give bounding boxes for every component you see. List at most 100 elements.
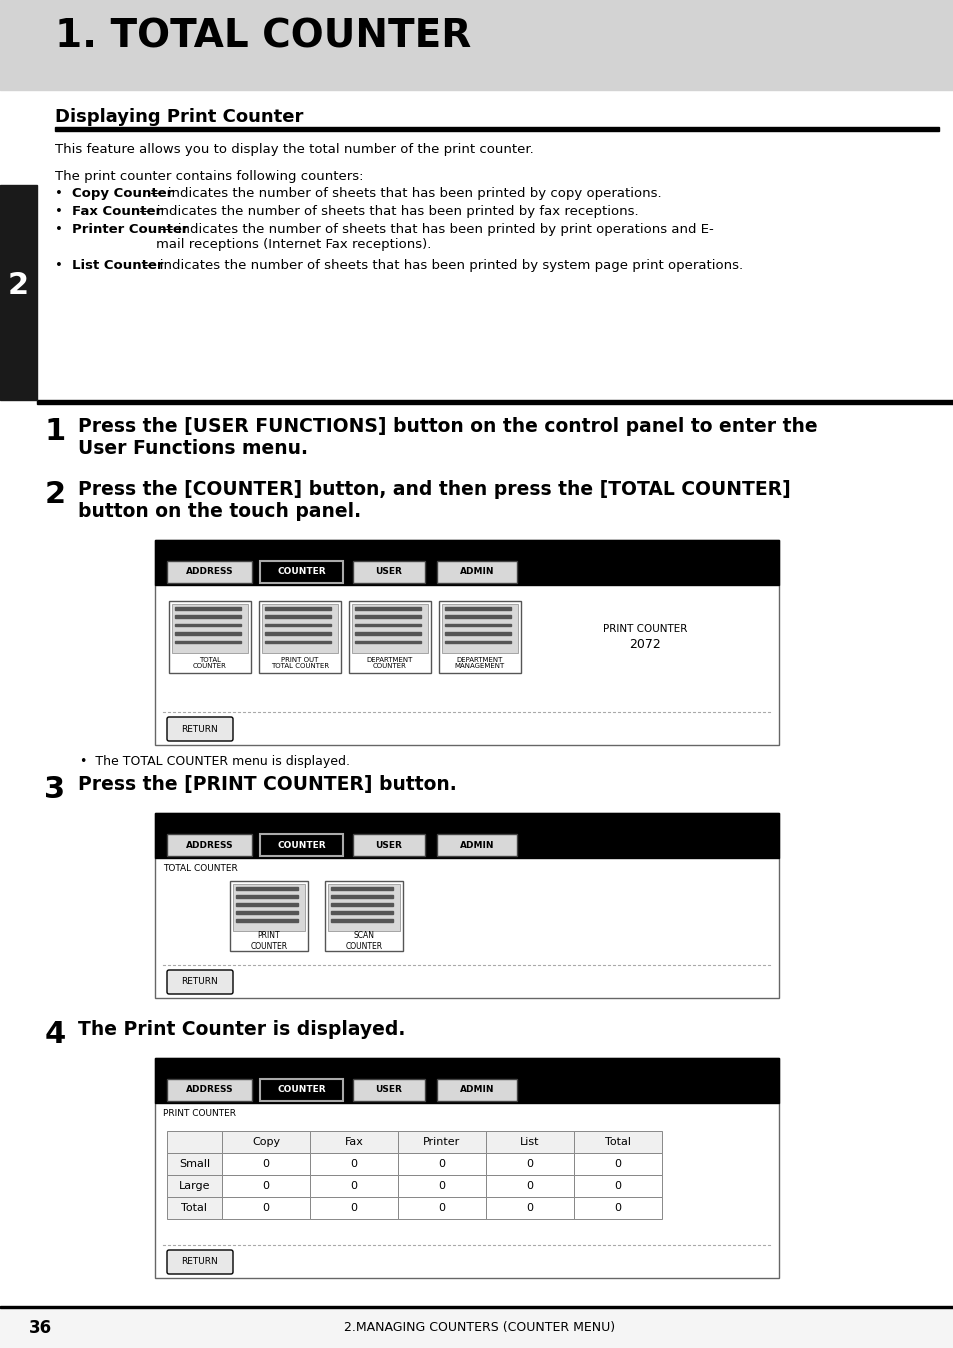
Bar: [169, 601, 251, 673]
FancyBboxPatch shape: [167, 1250, 233, 1274]
Bar: [485, 1131, 574, 1153]
Text: 0: 0: [262, 1159, 269, 1169]
Text: COUNTER: COUNTER: [277, 841, 326, 849]
Text: 0: 0: [438, 1181, 445, 1192]
Text: 0: 0: [526, 1181, 533, 1192]
Text: Fax Counter: Fax Counter: [71, 205, 162, 218]
Text: 0: 0: [614, 1159, 620, 1169]
Bar: [174, 607, 241, 609]
Bar: [167, 1078, 252, 1101]
Bar: [438, 601, 520, 673]
Bar: [154, 813, 779, 857]
Bar: [265, 632, 331, 635]
Bar: [355, 616, 420, 617]
Bar: [174, 624, 241, 627]
Bar: [0, 1308, 953, 1348]
Bar: [436, 561, 517, 582]
Bar: [154, 1058, 779, 1103]
Bar: [310, 1131, 397, 1153]
Bar: [331, 911, 393, 914]
Text: USER: USER: [375, 841, 402, 849]
Bar: [222, 1131, 310, 1153]
Bar: [444, 607, 511, 609]
Bar: [235, 887, 297, 890]
Bar: [574, 1153, 661, 1175]
Bar: [353, 1078, 424, 1101]
Text: •: •: [55, 205, 63, 218]
Text: 0: 0: [350, 1181, 357, 1192]
Text: RETURN: RETURN: [181, 1258, 218, 1267]
Bar: [397, 1131, 485, 1153]
Bar: [485, 1197, 574, 1219]
Bar: [167, 1153, 222, 1175]
Text: •: •: [55, 259, 63, 272]
Bar: [167, 1197, 222, 1219]
Bar: [574, 1131, 661, 1153]
Bar: [262, 604, 337, 652]
Text: — indicates the number of sheets that has been printed by system page print oper: — indicates the number of sheets that ha…: [138, 259, 742, 272]
Bar: [222, 1197, 310, 1219]
Text: Printer: Printer: [423, 1136, 460, 1147]
Text: 0: 0: [614, 1202, 620, 1213]
Bar: [355, 607, 420, 609]
Bar: [55, 127, 938, 131]
Bar: [154, 541, 779, 745]
Text: •: •: [55, 222, 63, 236]
Text: 1. TOTAL COUNTER: 1. TOTAL COUNTER: [55, 18, 471, 57]
Bar: [444, 632, 511, 635]
Text: This feature allows you to display the total number of the print counter.: This feature allows you to display the t…: [55, 143, 533, 156]
Text: COUNTER: COUNTER: [277, 1085, 326, 1095]
Bar: [310, 1153, 397, 1175]
Text: Fax: Fax: [344, 1136, 363, 1147]
Bar: [444, 616, 511, 617]
Bar: [265, 640, 331, 643]
Bar: [397, 1175, 485, 1197]
Bar: [485, 1153, 574, 1175]
Text: 2: 2: [8, 271, 29, 299]
Bar: [325, 882, 402, 950]
Text: 2: 2: [45, 480, 66, 510]
Bar: [260, 834, 343, 856]
Bar: [167, 1175, 222, 1197]
Text: mail receptions (Internet Fax receptions).: mail receptions (Internet Fax receptions…: [156, 239, 431, 251]
Bar: [235, 903, 297, 906]
Text: Total: Total: [181, 1202, 208, 1213]
FancyBboxPatch shape: [167, 971, 233, 993]
Bar: [235, 919, 297, 922]
Text: 0: 0: [614, 1181, 620, 1192]
Bar: [310, 1197, 397, 1219]
Bar: [436, 1078, 517, 1101]
Bar: [222, 1153, 310, 1175]
Bar: [574, 1175, 661, 1197]
Text: •  The TOTAL COUNTER menu is displayed.: • The TOTAL COUNTER menu is displayed.: [80, 755, 350, 768]
Text: Small: Small: [179, 1159, 210, 1169]
Text: ADMIN: ADMIN: [459, 841, 494, 849]
Text: Printer Counter: Printer Counter: [71, 222, 189, 236]
Bar: [352, 604, 428, 652]
Text: 4: 4: [45, 1020, 66, 1049]
Text: •: •: [55, 187, 63, 200]
Bar: [397, 1153, 485, 1175]
Text: 0: 0: [350, 1202, 357, 1213]
Text: Copy: Copy: [252, 1136, 280, 1147]
Bar: [349, 601, 431, 673]
Bar: [310, 1175, 397, 1197]
Text: — indicates the number of sheets that has been printed by copy operations.: — indicates the number of sheets that ha…: [146, 187, 661, 200]
Text: Press the [USER FUNCTIONS] button on the control panel to enter the
User Functio: Press the [USER FUNCTIONS] button on the…: [78, 417, 817, 458]
Text: PRINT OUT
TOTAL COUNTER: PRINT OUT TOTAL COUNTER: [271, 656, 329, 670]
Text: Copy Counter: Copy Counter: [71, 187, 173, 200]
FancyBboxPatch shape: [167, 717, 233, 741]
Text: TOTAL
COUNTER: TOTAL COUNTER: [193, 656, 227, 670]
Text: Press the [PRINT COUNTER] button.: Press the [PRINT COUNTER] button.: [78, 775, 456, 794]
Text: 2.MANAGING COUNTERS (COUNTER MENU): 2.MANAGING COUNTERS (COUNTER MENU): [344, 1321, 615, 1335]
Bar: [235, 895, 297, 898]
Bar: [328, 884, 399, 931]
Text: RETURN: RETURN: [181, 724, 218, 733]
Text: ADMIN: ADMIN: [459, 568, 494, 577]
Bar: [230, 882, 308, 950]
Text: 2072: 2072: [628, 639, 660, 651]
Bar: [167, 1131, 222, 1153]
Bar: [0, 1306, 953, 1308]
Text: ADDRESS: ADDRESS: [186, 841, 233, 849]
Text: PRINT
COUNTER: PRINT COUNTER: [251, 931, 287, 950]
